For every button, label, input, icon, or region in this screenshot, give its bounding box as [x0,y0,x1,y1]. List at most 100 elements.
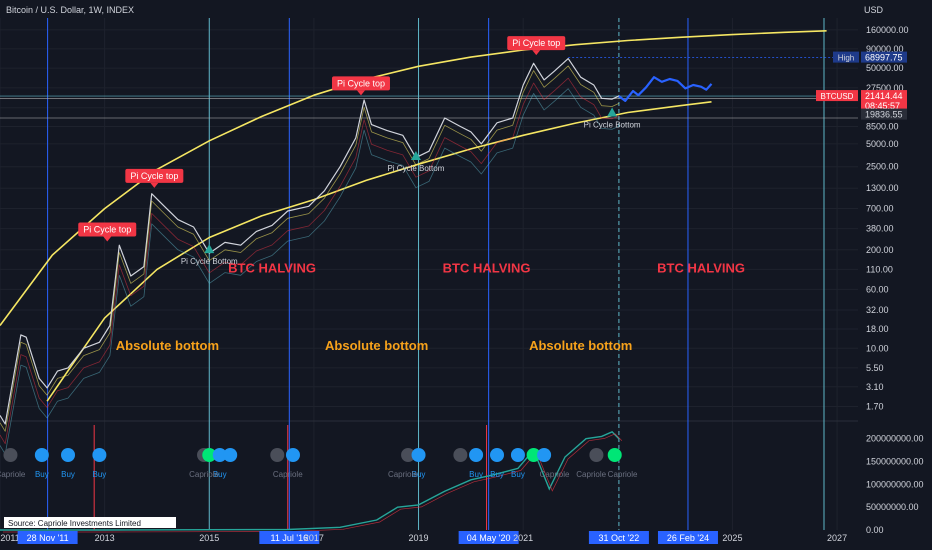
btcusd-value-box [861,90,907,113]
price-tick-10: 380.00 [866,224,894,234]
indicator-dot-5 [202,448,217,462]
indicator-dot-19 [607,448,622,462]
annotations: BTC HALVING BTC HALVING BTC HALVING Absolut… [4,36,745,528]
time-tick-11: 2025 [722,533,742,543]
low-value: 19836.55 [865,110,903,120]
indicator-axis[interactable]: 200000000.00 150000000.00 100000000.00 5000… [866,434,924,535]
pi-cycle-bottom-marker-0 [204,244,215,254]
price-axis[interactable]: 160000.0090000.0050000.0027500.0015000.0… [816,25,909,412]
indicator-label-5: Capriole [189,470,219,479]
indicator-label-12: Capriole [540,470,570,479]
price-tick-11: 200.00 [866,245,894,255]
moving-average-line [0,65,620,432]
pi-cycle-top-box-0 [78,222,137,237]
indicator-label-4: Buy [213,470,227,479]
indicator-label-10: Buy [490,470,504,479]
hash-rate-line [0,430,620,531]
pi-cycle-bottom-marker-1 [410,150,421,160]
time-tick-0: 2011 [0,533,19,543]
moving-average-line-3 [0,88,620,455]
time-tick-box-7 [458,531,519,544]
pi-cycle-bottom-label-2: Pi Cycle Bottom [584,121,641,130]
pi-cycle-top-pointer-2 [356,90,365,96]
btcusd-value: 21414.44 [865,91,903,101]
indicator-dot-3 [92,448,107,462]
source-box [4,517,176,528]
price-tick-17: 5.50 [866,363,884,373]
indicator-dot-2 [61,448,76,462]
indicator-dot-0 [3,448,18,462]
price-series [0,58,713,455]
indicator-label-8: Capriole [388,470,418,479]
price-tick-2: 50000.00 [866,63,904,73]
indicator-dot-8 [270,448,285,462]
price-tick-3: 27500.00 [866,83,904,93]
high-value: 68997.75 [865,53,903,63]
high-value-box [861,51,907,63]
indicator-dot-15 [510,448,525,462]
pi-cycle-top-label-2: Pi Cycle top [337,78,385,88]
projection-line [618,76,713,102]
btcusd-tag: BTCUSD [821,92,854,101]
price-tick-13: 60.00 [866,284,889,294]
price-axis-unit: USD [864,5,884,15]
price-tick-15: 18.00 [866,324,889,334]
pi-cycle-top-box-2 [331,76,390,91]
pi-cycle-top-label-0: Pi Cycle top [83,224,131,234]
indicator-tick-3: 50000000.00 [866,502,919,512]
time-tick-5: 2017 [304,533,324,543]
price-tick-12: 110.00 [866,264,893,274]
time-tick-6: 2019 [409,533,429,543]
indicator-dot-6 [212,448,227,462]
halving-label-1: BTC HALVING [443,261,531,276]
source-label: Source: Capriole Investments Limited [8,519,141,528]
moving-average-line-2 [0,77,620,445]
indicator-label-11: Buy [511,470,525,479]
time-tick-box-4 [259,531,320,544]
price-tick-6: 5000.00 [866,139,899,149]
pi-cycle-top-label-3: Pi Cycle top [512,38,560,48]
price-tick-5: 8500.00 [866,121,899,131]
pi-cycle-bottom-marker-2 [607,107,618,117]
horizontal-levels [0,57,858,119]
indicator-dot-13 [469,448,484,462]
price-tick-0: 160000.00 [866,25,909,35]
time-tick-4: 11 Jul '16 [271,533,309,543]
low-value-box [861,108,907,120]
price-tick-1: 90000.00 [866,44,904,54]
indicator-label-0: Buy [35,470,49,479]
time-tick-12: 2027 [827,533,847,543]
indicator-dot-14 [490,448,505,462]
indicator-tick-0: 200000000.00 [866,434,924,444]
price-tick-16: 10.00 [866,343,889,353]
pi-cycle-top-pointer-0 [103,236,112,242]
indicator-label-9: Buy [469,470,483,479]
high-tag: High [838,54,854,63]
indicator-tick-1: 150000000.00 [866,457,924,467]
pi-cycle-top-pointer-1 [150,182,159,188]
high-tag-box [833,51,859,63]
price-tick-8: 1300.00 [866,183,899,193]
time-tick-10: 26 Feb '24 [667,533,709,543]
price-tick-9: 700.00 [866,204,894,214]
halving-label-2: BTC HALVING [657,261,745,276]
btcusd-countdown: 08:45:57 [865,101,900,111]
indicator-dot-17 [537,448,552,462]
price-tick-7: 2500.00 [866,162,899,172]
halving-label-0: BTC HALVING [228,261,316,276]
time-tick-2: 2013 [95,533,115,543]
indicator-tick-2: 100000000.00 [866,479,924,489]
time-tick-box-9 [588,531,649,544]
time-tick-box-1 [17,531,78,544]
time-tick-8: 2021 [513,533,533,543]
indicator-label-13: Capriole [576,470,606,479]
price-tick-19: 1.70 [866,402,884,412]
indicator-dot-11 [411,448,426,462]
pi-cycle-top-box-1 [125,168,184,183]
halving-lines [47,18,825,530]
indicator-label-1: Buy [61,470,75,479]
pi-cycle-top-label-1: Pi Cycle top [130,171,178,181]
absolute-bottom-label-0: Absolute bottom [116,338,219,353]
